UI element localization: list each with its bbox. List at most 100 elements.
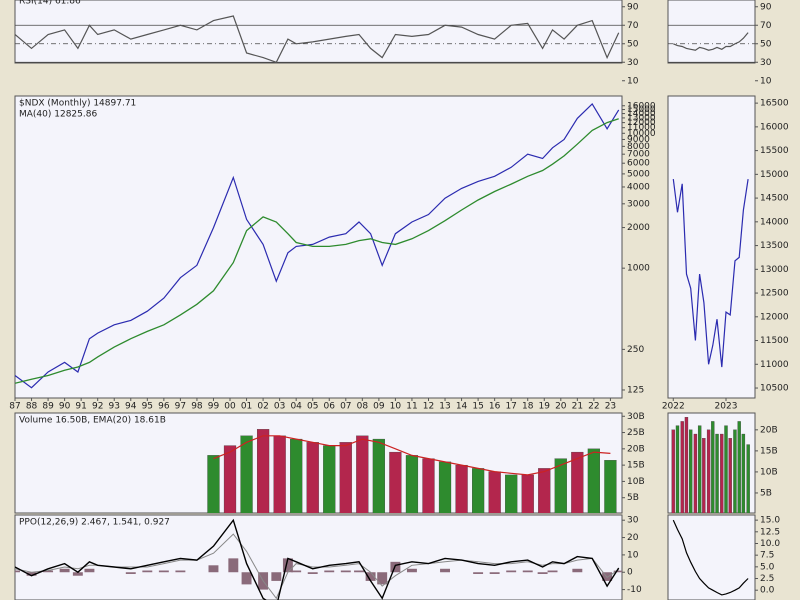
x-tick-label: 13 xyxy=(439,402,450,412)
volume-bar xyxy=(737,421,741,513)
volume-bar xyxy=(372,438,385,513)
plot-area xyxy=(207,429,617,513)
y-tick-label: 0.0 xyxy=(760,586,775,596)
histogram-bar xyxy=(84,568,95,573)
y-tick-label: 14500 xyxy=(760,194,789,204)
x-tick-label: 06 xyxy=(324,402,336,412)
y-tick-label: 10 xyxy=(627,76,639,86)
y-tick-label: 20B xyxy=(627,444,645,454)
panel xyxy=(667,0,756,64)
histogram-bar xyxy=(602,572,613,581)
histogram-bar xyxy=(271,572,282,581)
line-series xyxy=(15,103,620,389)
volume-bar xyxy=(455,464,468,513)
volume-bar xyxy=(223,445,237,513)
x-tick-label: 15 xyxy=(472,402,483,412)
volume-bar xyxy=(438,461,452,513)
x-tick-label: 17 xyxy=(505,402,516,412)
x-tick-label: 01 xyxy=(241,402,252,412)
histogram-bar xyxy=(324,570,335,573)
y-tick-label: 11500 xyxy=(760,336,789,346)
legend-entry: RSI(14) 61.86 xyxy=(19,0,81,7)
x-tick-label: 18 xyxy=(522,402,534,412)
x-tick-label: 08 xyxy=(357,402,369,412)
panel xyxy=(667,95,756,399)
panel xyxy=(14,0,623,64)
x-tick-label: 20 xyxy=(555,402,567,412)
panel xyxy=(14,514,623,600)
volume-bar xyxy=(389,451,402,513)
y-tick-label: 16000 xyxy=(760,122,789,132)
y-tick-label: 125 xyxy=(627,385,644,395)
histogram-bar xyxy=(291,570,302,573)
y-tick-label: 5.0 xyxy=(760,562,775,572)
plot-area xyxy=(15,518,622,600)
volume-bar xyxy=(405,455,419,513)
histogram-bar xyxy=(158,570,169,573)
histogram-bar xyxy=(125,572,136,574)
y-tick-label: 70 xyxy=(627,21,639,31)
x-tick-label: 02 xyxy=(257,402,268,412)
volume-bar xyxy=(746,444,750,513)
y-tick-label: 0 xyxy=(627,568,633,578)
x-tick-label: 05 xyxy=(307,402,318,412)
y-tick-label: 14000 xyxy=(627,109,656,119)
volume-bar xyxy=(671,429,675,513)
y-tick-label: 250 xyxy=(627,345,644,355)
volume-bar xyxy=(323,445,336,513)
volume-bar xyxy=(538,468,551,513)
histogram-bar xyxy=(175,570,186,573)
y-tick-label: 4000 xyxy=(627,182,650,192)
x-tick-label: 10 xyxy=(390,402,402,412)
line-series xyxy=(673,32,749,51)
y-tick-label: 50 xyxy=(627,39,639,49)
y-tick-label: 10B xyxy=(627,477,645,487)
y-tick-label: 15000 xyxy=(627,105,656,115)
y-tick-label: 10 xyxy=(760,76,772,86)
histogram-bar xyxy=(59,568,70,573)
y-tick-label: 10.0 xyxy=(760,539,780,549)
volume-bar xyxy=(505,474,518,513)
plot-area xyxy=(15,103,620,389)
x-tick-label: 90 xyxy=(59,402,71,412)
volume-bar xyxy=(724,425,728,513)
x-tick-label: 96 xyxy=(158,402,170,412)
legend-entry: $NDX (Monthly) 14897.71 xyxy=(19,99,136,109)
histogram-bar xyxy=(43,570,54,573)
y-tick-label: 10000 xyxy=(627,129,656,139)
y-tick-label: 12500 xyxy=(760,289,789,299)
x-tick-label: 99 xyxy=(208,402,220,412)
x-tick-label: 94 xyxy=(125,402,137,412)
volume-bar xyxy=(587,448,600,513)
y-tick-label: 5B xyxy=(760,488,772,498)
y-tick-label: 7.5 xyxy=(760,551,774,561)
histogram-bar xyxy=(307,572,318,574)
y-tick-label: -10 xyxy=(627,585,642,595)
volume-bar xyxy=(715,433,719,513)
volume-bar xyxy=(728,438,732,513)
histogram-bar xyxy=(406,568,417,573)
x-tick-label: 03 xyxy=(274,402,285,412)
x-tick-label: 92 xyxy=(92,402,103,412)
plot-area xyxy=(15,15,622,63)
legend-entry: MA(40) 12825.86 xyxy=(19,110,97,120)
volume-bar xyxy=(339,442,352,513)
y-tick-label: 10 xyxy=(627,550,639,560)
histogram-bar xyxy=(522,570,533,573)
histogram-bar xyxy=(208,565,219,573)
line-series xyxy=(672,179,749,368)
volume-bar xyxy=(693,433,698,513)
histogram-bar xyxy=(440,568,450,573)
y-tick-label: 10B xyxy=(760,467,778,477)
histogram-bar xyxy=(572,568,583,573)
histogram-bar xyxy=(365,572,376,581)
y-tick-label: 12000 xyxy=(760,312,789,322)
y-tick-label: 8000 xyxy=(627,142,650,152)
histogram-bar xyxy=(473,572,484,574)
volume-bar xyxy=(240,435,253,513)
y-tick-label: 11000 xyxy=(627,123,656,133)
x-tick-label: 2022 xyxy=(662,402,685,412)
x-tick-label: 23 xyxy=(605,402,616,412)
y-tick-label: 16500 xyxy=(760,99,789,109)
